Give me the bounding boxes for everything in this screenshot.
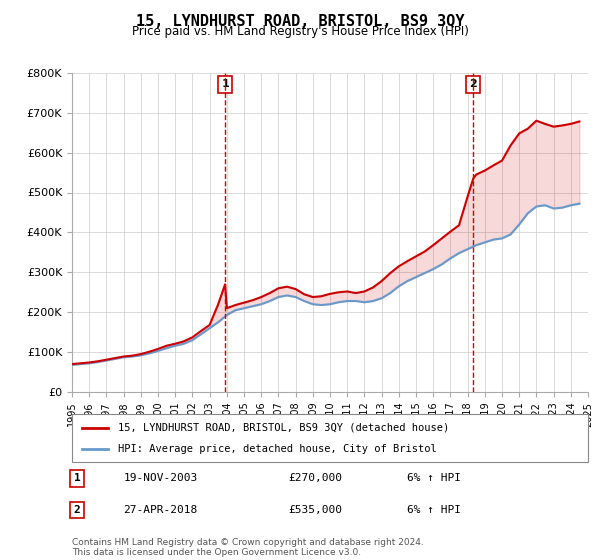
Text: £270,000: £270,000 xyxy=(289,473,343,483)
Text: £535,000: £535,000 xyxy=(289,505,343,515)
Text: HPI: Average price, detached house, City of Bristol: HPI: Average price, detached house, City… xyxy=(118,444,437,454)
FancyBboxPatch shape xyxy=(72,414,588,462)
Text: 1: 1 xyxy=(221,79,229,89)
Text: 1: 1 xyxy=(74,473,80,483)
Text: 15, LYNDHURST ROAD, BRISTOL, BS9 3QY: 15, LYNDHURST ROAD, BRISTOL, BS9 3QY xyxy=(136,14,464,29)
Text: Price paid vs. HM Land Registry's House Price Index (HPI): Price paid vs. HM Land Registry's House … xyxy=(131,25,469,38)
Text: Contains HM Land Registry data © Crown copyright and database right 2024.
This d: Contains HM Land Registry data © Crown c… xyxy=(72,538,424,557)
Text: 15, LYNDHURST ROAD, BRISTOL, BS9 3QY (detached house): 15, LYNDHURST ROAD, BRISTOL, BS9 3QY (de… xyxy=(118,423,449,433)
Text: 6% ↑ HPI: 6% ↑ HPI xyxy=(407,473,461,483)
Text: 2: 2 xyxy=(469,79,477,89)
Text: 19-NOV-2003: 19-NOV-2003 xyxy=(124,473,198,483)
Text: 2: 2 xyxy=(74,505,80,515)
Text: 27-APR-2018: 27-APR-2018 xyxy=(124,505,198,515)
Text: 6% ↑ HPI: 6% ↑ HPI xyxy=(407,505,461,515)
